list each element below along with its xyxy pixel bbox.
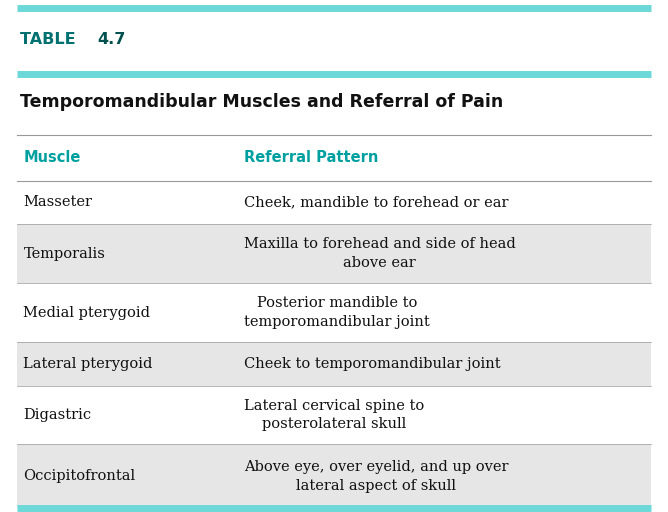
- Text: Cheek to temporomandibular joint: Cheek to temporomandibular joint: [244, 357, 500, 371]
- Bar: [17, 444, 651, 508]
- Text: Masseter: Masseter: [23, 196, 92, 209]
- Text: Maxilla to forehead and side of head
above ear: Maxilla to forehead and side of head abo…: [244, 238, 516, 270]
- Text: Cheek, mandible to forehead or ear: Cheek, mandible to forehead or ear: [244, 196, 508, 209]
- Text: Temporomandibular Muscles and Referral of Pain: Temporomandibular Muscles and Referral o…: [20, 93, 503, 111]
- Text: TABLE: TABLE: [20, 32, 87, 47]
- Bar: [17, 224, 651, 283]
- Text: Lateral cervical spine to
posterolateral skull: Lateral cervical spine to posterolateral…: [244, 399, 424, 431]
- Text: 4.7: 4.7: [97, 32, 125, 47]
- Bar: [17, 342, 651, 386]
- Text: Referral Pattern: Referral Pattern: [244, 150, 378, 165]
- Text: Temporalis: Temporalis: [23, 247, 106, 261]
- Text: Digastric: Digastric: [23, 408, 92, 422]
- Text: Lateral pterygoid: Lateral pterygoid: [23, 357, 153, 371]
- Text: Medial pterygoid: Medial pterygoid: [23, 306, 150, 319]
- Text: Posterior mandible to
temporomandibular joint: Posterior mandible to temporomandibular …: [244, 296, 430, 329]
- Text: Muscle: Muscle: [23, 150, 81, 165]
- Text: Occipitofrontal: Occipitofrontal: [23, 470, 136, 483]
- Text: Above eye, over eyelid, and up over
lateral aspect of skull: Above eye, over eyelid, and up over late…: [244, 460, 508, 493]
